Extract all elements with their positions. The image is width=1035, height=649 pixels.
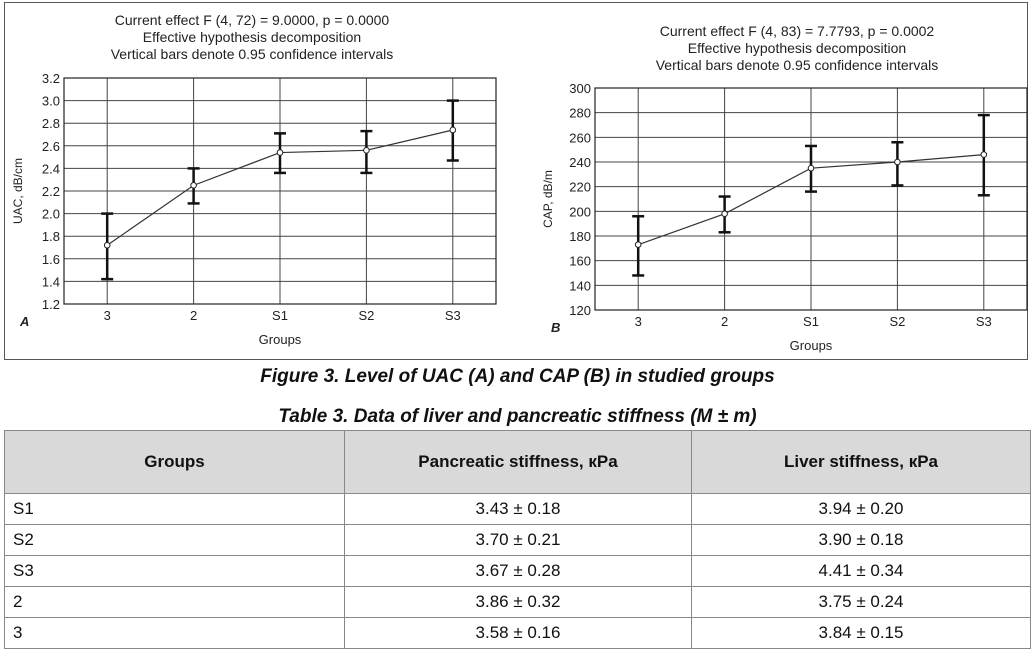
cell-liver: 3.94 ± 0.20 <box>691 493 1031 525</box>
y-axis-title: UAC, dB/cm <box>11 158 25 224</box>
header-liver: Liver stiffness, кPa <box>691 430 1031 494</box>
cell-group: S1 <box>4 493 345 525</box>
x-tick-label: S2 <box>889 314 905 329</box>
panel-letter: A <box>19 314 29 329</box>
cell-group: 2 <box>4 586 345 618</box>
plot-frame <box>594 87 1028 311</box>
chart-header-line: Current effect F (4, 83) = 7.7793, p = 0… <box>660 23 935 39</box>
cell-pancreatic: 3.43 ± 0.18 <box>344 493 692 525</box>
cell-liver: 3.75 ± 0.24 <box>691 586 1031 618</box>
x-axis-title: Groups <box>259 332 302 347</box>
y-tick-label: 2.0 <box>42 207 60 222</box>
chart-a: Current effect F (4, 72) = 9.0000, p = 0… <box>11 12 497 347</box>
chart-header-line: Effective hypothesis decomposition <box>688 40 906 56</box>
cell-group: S3 <box>4 555 345 587</box>
y-tick-label: 1.6 <box>42 252 60 267</box>
data-point <box>190 182 197 189</box>
table-row: S1 3.43 ± 0.18 3.94 ± 0.20 <box>4 493 1031 525</box>
x-tick-label: 3 <box>635 314 642 329</box>
x-tick-label: 2 <box>721 314 728 329</box>
y-tick-label: 2.8 <box>42 116 60 131</box>
chart-header-line: Vertical bars denote 0.95 confidence int… <box>656 57 939 73</box>
data-point <box>980 151 988 158</box>
cell-group: S2 <box>4 524 345 556</box>
cell-pancreatic: 3.67 ± 0.28 <box>344 555 692 587</box>
cell-pancreatic: 3.70 ± 0.21 <box>344 524 692 556</box>
y-tick-label: 140 <box>569 278 591 293</box>
table-row: S3 3.67 ± 0.28 4.41 ± 0.34 <box>4 555 1031 587</box>
x-tick-label: S3 <box>445 308 461 323</box>
y-tick-label: 1.8 <box>42 229 60 244</box>
y-tick-label: 300 <box>569 81 591 96</box>
y-tick-label: 1.4 <box>42 274 60 289</box>
table-row: 2 3.86 ± 0.32 3.75 ± 0.24 <box>4 586 1031 618</box>
y-axis-title: CAP, dB/m <box>541 170 555 228</box>
x-tick-label: 3 <box>104 308 111 323</box>
header-pancreatic: Pancreatic stiffness, кPa <box>344 430 692 494</box>
y-tick-label: 2.6 <box>42 139 60 154</box>
cell-liver: 4.41 ± 0.34 <box>691 555 1031 587</box>
data-point <box>721 210 728 218</box>
y-tick-label: 240 <box>569 155 591 170</box>
y-tick-label: 200 <box>569 204 591 219</box>
chart-header-line: Current effect F (4, 72) = 9.0000, p = 0… <box>115 12 390 28</box>
x-tick-label: 2 <box>190 308 197 323</box>
chart-header-line: Vertical bars denote 0.95 confidence int… <box>111 46 394 62</box>
cell-liver: 3.90 ± 0.18 <box>691 524 1031 556</box>
y-tick-label: 3.0 <box>42 94 60 109</box>
y-tick-label: 220 <box>569 180 591 195</box>
cell-pancreatic: 3.86 ± 0.32 <box>344 586 692 618</box>
table-header-row: Groups Pancreatic stiffness, кPa Liver s… <box>4 430 1031 494</box>
chart-b: Current effect F (4, 83) = 7.7793, p = 0… <box>541 23 1028 353</box>
x-tick-label: S1 <box>803 314 819 329</box>
data-point <box>894 158 901 166</box>
y-tick-label: 1.2 <box>42 297 60 312</box>
header-groups: Groups <box>4 430 345 494</box>
chart-header-line: Effective hypothesis decomposition <box>143 29 361 45</box>
y-tick-label: 3.2 <box>42 71 60 86</box>
y-tick-label: 260 <box>569 130 591 145</box>
data-point <box>634 241 642 248</box>
x-tick-label: S3 <box>976 314 992 329</box>
x-axis-title: Groups <box>790 338 833 353</box>
x-tick-label: S2 <box>358 308 374 323</box>
data-point <box>103 241 111 249</box>
table-row: S2 3.70 ± 0.21 3.90 ± 0.18 <box>4 524 1031 556</box>
plot-frame <box>63 77 497 305</box>
figure-caption: Figure 3. Level of UAC (A) and CAP (B) i… <box>260 366 775 387</box>
x-tick-label: S1 <box>272 308 288 323</box>
data-point <box>363 147 370 154</box>
y-tick-label: 120 <box>569 303 591 318</box>
table-caption: Table 3. Data of liver and pancreatic st… <box>278 406 757 427</box>
y-tick-label: 280 <box>569 106 591 121</box>
stiffness-table: Groups Pancreatic stiffness, кPa Liver s… <box>4 430 1031 649</box>
panel-letter: B <box>551 320 560 335</box>
data-point <box>807 164 815 172</box>
data-point <box>449 126 457 134</box>
y-tick-label: 2.2 <box>42 184 60 199</box>
y-tick-label: 2.4 <box>42 161 60 176</box>
data-point <box>276 149 284 156</box>
y-tick-label: 180 <box>569 229 591 244</box>
y-tick-label: 160 <box>569 254 591 269</box>
